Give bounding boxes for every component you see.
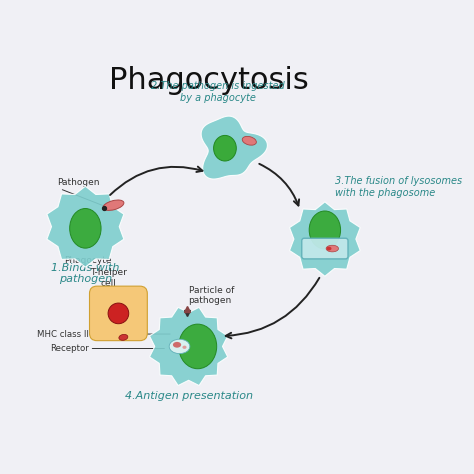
- Text: Pathogen: Pathogen: [57, 178, 100, 187]
- Text: Phagocyte: Phagocyte: [64, 256, 111, 265]
- Ellipse shape: [242, 137, 256, 145]
- Ellipse shape: [173, 342, 181, 347]
- Ellipse shape: [182, 346, 187, 349]
- Text: MHC class II: MHC class II: [37, 329, 89, 338]
- Polygon shape: [290, 202, 360, 276]
- Text: T-helper
cell: T-helper cell: [90, 268, 127, 288]
- Ellipse shape: [108, 303, 129, 324]
- Ellipse shape: [326, 245, 338, 252]
- Polygon shape: [201, 116, 267, 179]
- Text: Phagocytosis: Phagocytosis: [109, 65, 309, 95]
- Ellipse shape: [119, 334, 128, 340]
- Text: Particle of
pathogen: Particle of pathogen: [189, 286, 234, 305]
- Text: 1.Binds with
pathogen: 1.Binds with pathogen: [51, 263, 119, 284]
- Ellipse shape: [327, 246, 331, 250]
- Ellipse shape: [169, 339, 190, 354]
- Ellipse shape: [214, 136, 237, 161]
- Polygon shape: [47, 186, 124, 267]
- FancyBboxPatch shape: [90, 286, 147, 341]
- Ellipse shape: [309, 211, 341, 249]
- Polygon shape: [149, 307, 228, 385]
- Ellipse shape: [70, 209, 101, 248]
- Text: 2.The pathogen is ingested
by a phagocyte: 2.The pathogen is ingested by a phagocyt…: [151, 81, 284, 103]
- Ellipse shape: [103, 200, 124, 210]
- Ellipse shape: [179, 324, 217, 369]
- FancyBboxPatch shape: [302, 238, 348, 259]
- Text: 3.The fusion of lysosomes
with the phagosome: 3.The fusion of lysosomes with the phago…: [335, 176, 462, 198]
- Text: 4.Antigen presentation: 4.Antigen presentation: [125, 392, 253, 401]
- Text: Receptor: Receptor: [50, 344, 89, 353]
